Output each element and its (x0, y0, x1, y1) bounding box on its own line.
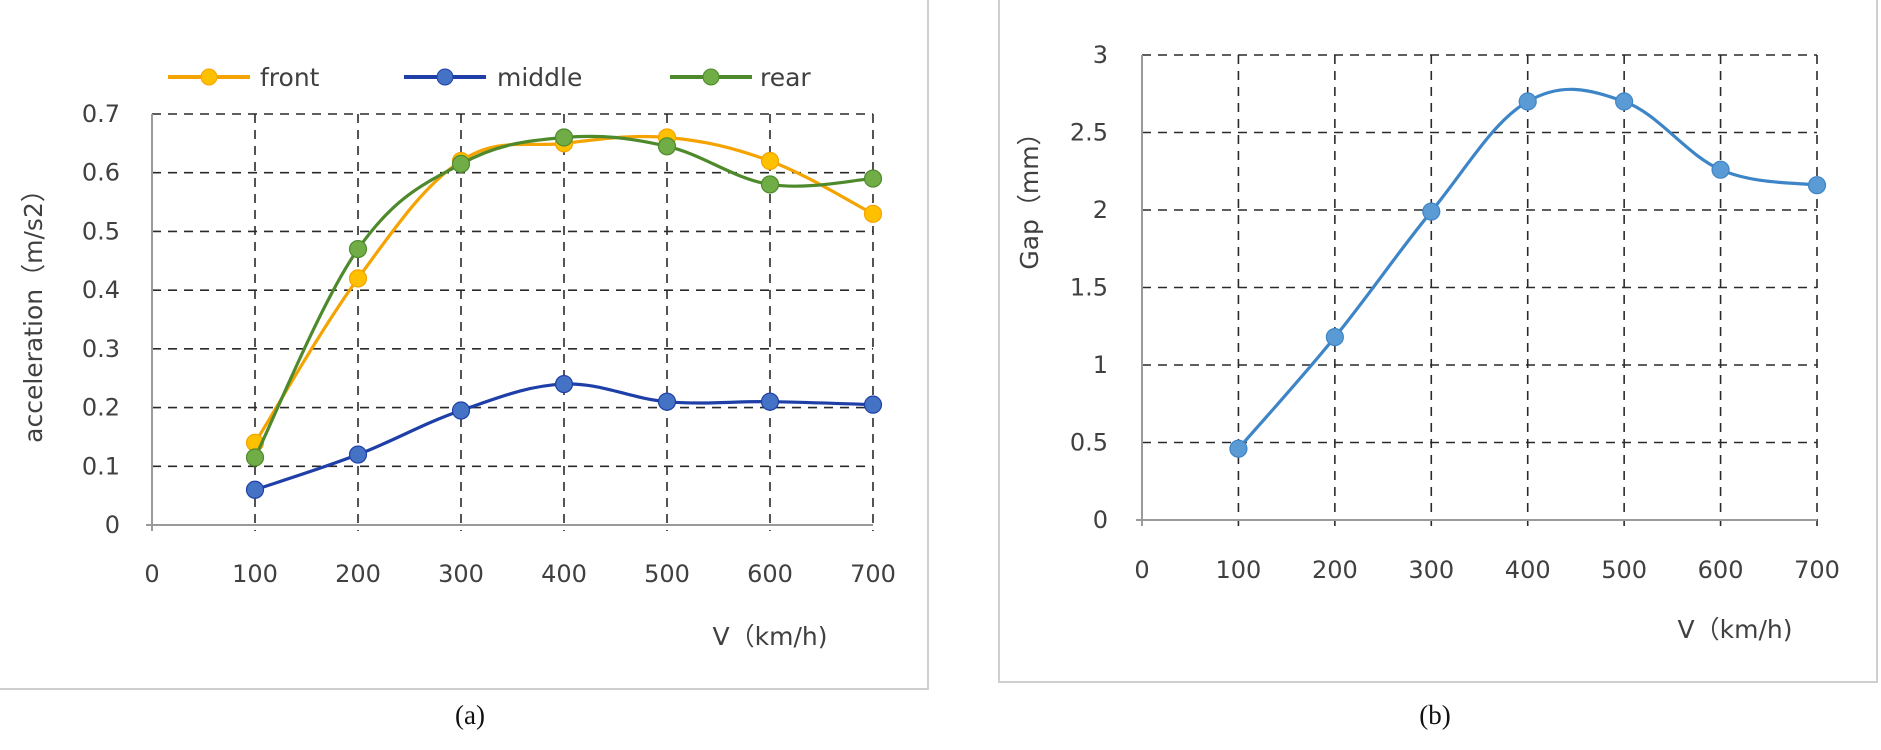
y-tick-label: 0.4 (82, 276, 120, 304)
series-middle (245, 374, 883, 499)
x-axis-title: V（km/h) (1678, 615, 1793, 644)
y-tick-label: 2 (1093, 196, 1108, 224)
x-tick-label: 200 (1312, 556, 1358, 584)
data-point-Gap (1422, 202, 1441, 221)
y-tick-label: 0.5 (1070, 429, 1108, 457)
y-axis-title: acceleration（m/s2） (19, 177, 48, 443)
y-tick-label: 0.2 (82, 394, 120, 422)
y-tick-label: 0.5 (82, 217, 120, 245)
x-tick-label: 400 (541, 560, 587, 588)
series-Gap (1229, 87, 1827, 458)
data-point-Gap (1807, 176, 1827, 195)
data-point-rear (657, 137, 677, 156)
data-point-Gap (1711, 160, 1730, 179)
data-point-rear (863, 169, 883, 188)
y-tick-label: 1 (1093, 351, 1108, 379)
x-tick-label: 200 (335, 560, 381, 588)
data-point-middle (657, 392, 677, 411)
data-point-middle (863, 395, 883, 414)
x-tick-label: 0 (1134, 556, 1149, 584)
y-tick-label: 2.5 (1070, 119, 1108, 147)
data-point-rear (554, 128, 574, 147)
x-tick-label: 700 (850, 560, 896, 588)
data-point-middle (348, 445, 368, 464)
chart-a-panel (0, 0, 929, 690)
chart-a: 0 0.1 0.2 0.3 0.4 0.5 0.6 0.7 0 100 200 300 400 500 60… (19, 63, 896, 651)
legend-item-rear: rear (670, 63, 811, 92)
data-point-front (760, 151, 780, 171)
x-tick-label: 0 (144, 560, 159, 588)
x-tick-label: 500 (1601, 556, 1647, 584)
x-tick-label: 300 (1408, 556, 1454, 584)
data-point-rear (760, 175, 780, 194)
series-rear (245, 128, 883, 467)
data-point-Gap (1615, 92, 1634, 111)
x-tick-label: 100 (232, 560, 278, 588)
legend-label: middle (497, 63, 582, 92)
data-point-middle (245, 480, 265, 499)
y-tick-label: 0 (105, 511, 120, 539)
y-tick-label: 0.6 (82, 159, 120, 187)
legend-label: rear (760, 63, 811, 92)
y-tick-label: 0.7 (82, 100, 120, 128)
data-point-front (863, 204, 883, 223)
data-point-rear (451, 154, 471, 174)
data-point-Gap (1518, 92, 1537, 111)
data-point-rear (245, 448, 265, 467)
chart-b: 0 0.5 1 1.5 2 2.5 3 0 100 200 300 400 500 600 700 V（km/… (1015, 41, 1840, 644)
y-tick-label: 0 (1093, 506, 1108, 534)
y-tick-label: 0.3 (82, 335, 120, 363)
x-tick-label: 300 (438, 560, 484, 588)
data-point-middle (760, 392, 780, 411)
y-tick-label: 3 (1093, 41, 1108, 69)
x-tick-label: 100 (1216, 556, 1262, 584)
data-point-middle (554, 374, 574, 394)
data-point-middle (451, 401, 471, 420)
caption-b: (b) (1419, 700, 1451, 730)
y-tick-label: 0.1 (82, 452, 120, 480)
x-tick-label: 500 (644, 560, 690, 588)
data-point-front (348, 269, 368, 288)
data-point-rear (348, 239, 368, 259)
legend-item-front: front (168, 63, 320, 92)
legend-marker (436, 68, 454, 86)
x-tick-label: 600 (747, 560, 793, 588)
x-tick-label: 600 (1698, 556, 1744, 584)
legend-label: front (260, 63, 320, 92)
data-point-Gap (1325, 328, 1344, 347)
caption-a: (a) (455, 700, 485, 730)
x-tick-label: 400 (1505, 556, 1551, 584)
legend-marker (200, 68, 218, 86)
data-point-Gap (1229, 439, 1248, 458)
chart-b-panel (998, 0, 1878, 683)
legend-marker (702, 68, 720, 86)
x-axis-title: V（km/h) (713, 622, 828, 651)
x-tick-label: 700 (1794, 556, 1840, 584)
y-axis-title: Gap（mm） (1015, 120, 1044, 269)
legend-item-middle: middle (404, 63, 582, 92)
y-tick-label: 1.5 (1070, 274, 1108, 302)
